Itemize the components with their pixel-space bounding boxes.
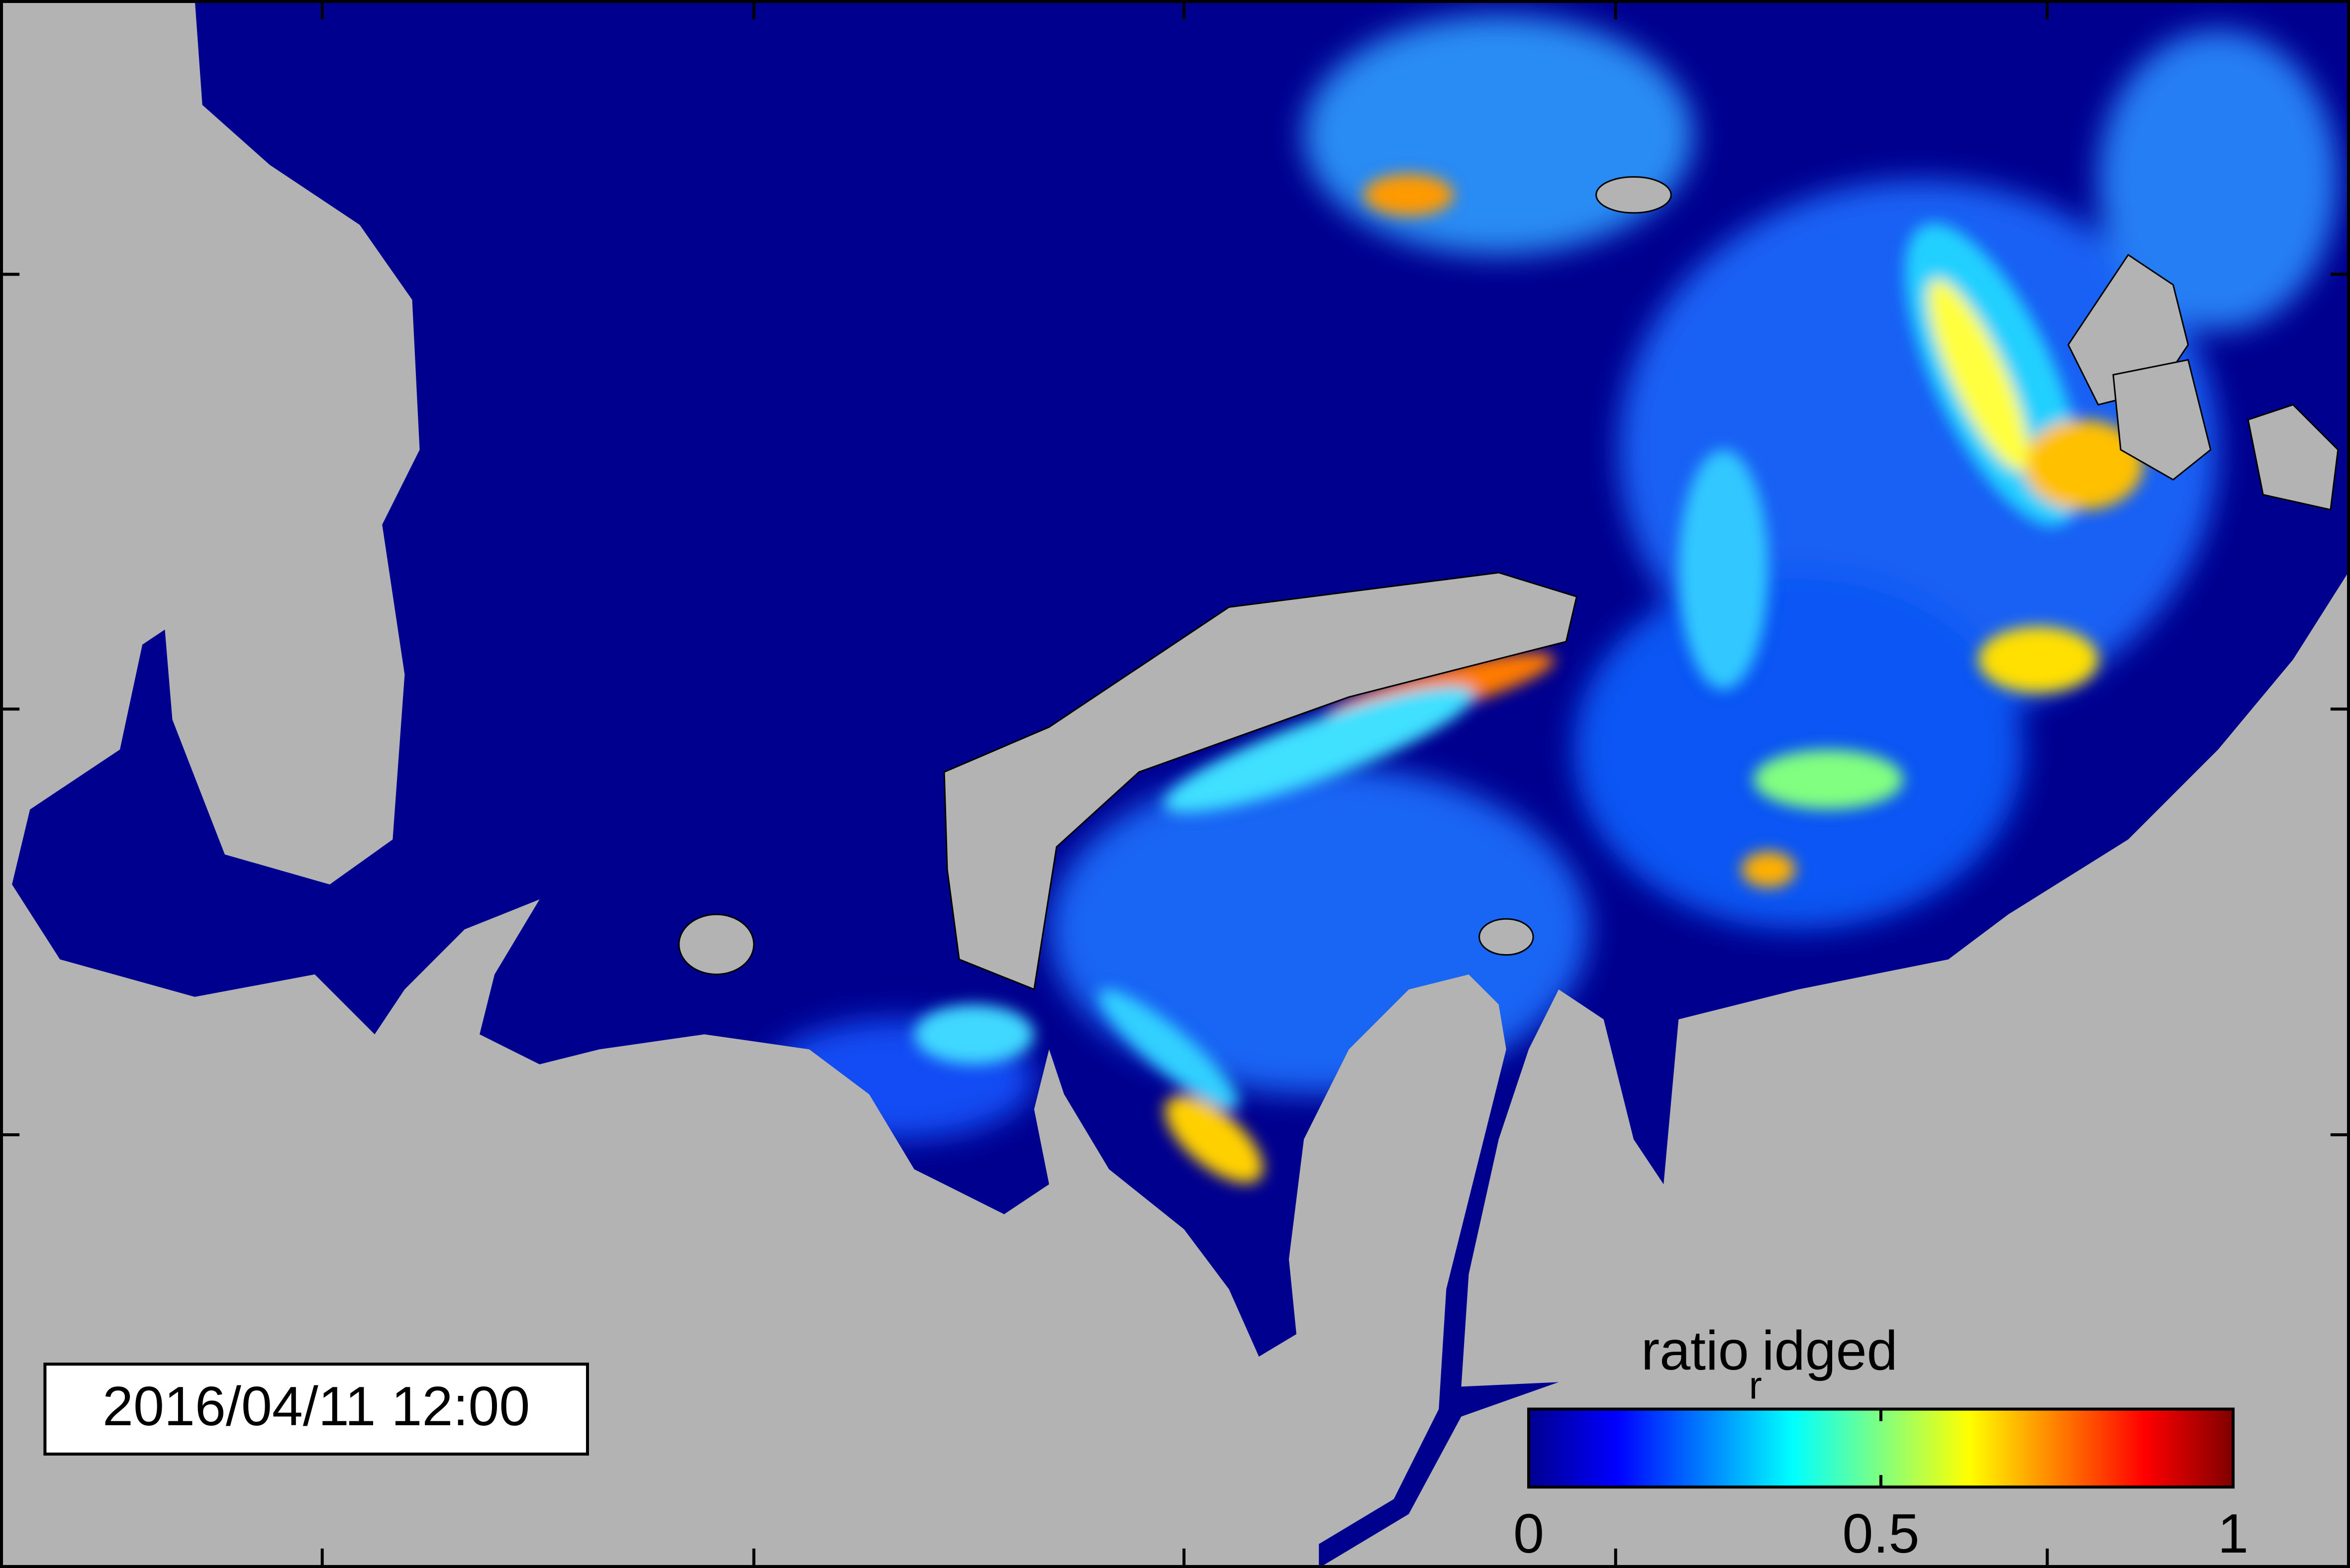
island [2247, 403, 2339, 511]
island [2112, 359, 2212, 481]
colorbar-tick-label: 0.5 [1843, 1502, 1920, 1565]
island [1478, 918, 1534, 956]
colorbar-tick-label: 1 [2218, 1502, 2249, 1565]
colorbar-label: ratioridged [1641, 1320, 1898, 1407]
colorbar-tick-label: 0 [1513, 1502, 1544, 1565]
island [1595, 176, 1672, 214]
timestamp-box [43, 1363, 589, 1456]
label-sub: r [1749, 1363, 1762, 1407]
ice-field [764, 15, 2338, 1183]
land-overlay [678, 176, 2339, 990]
island [678, 913, 755, 976]
label-main: ratio [1641, 1320, 1749, 1382]
label-rest: idged [1762, 1320, 1898, 1382]
timestamp: 2016/04/11 12:00 [102, 1375, 530, 1437]
peninsula [943, 572, 1578, 990]
